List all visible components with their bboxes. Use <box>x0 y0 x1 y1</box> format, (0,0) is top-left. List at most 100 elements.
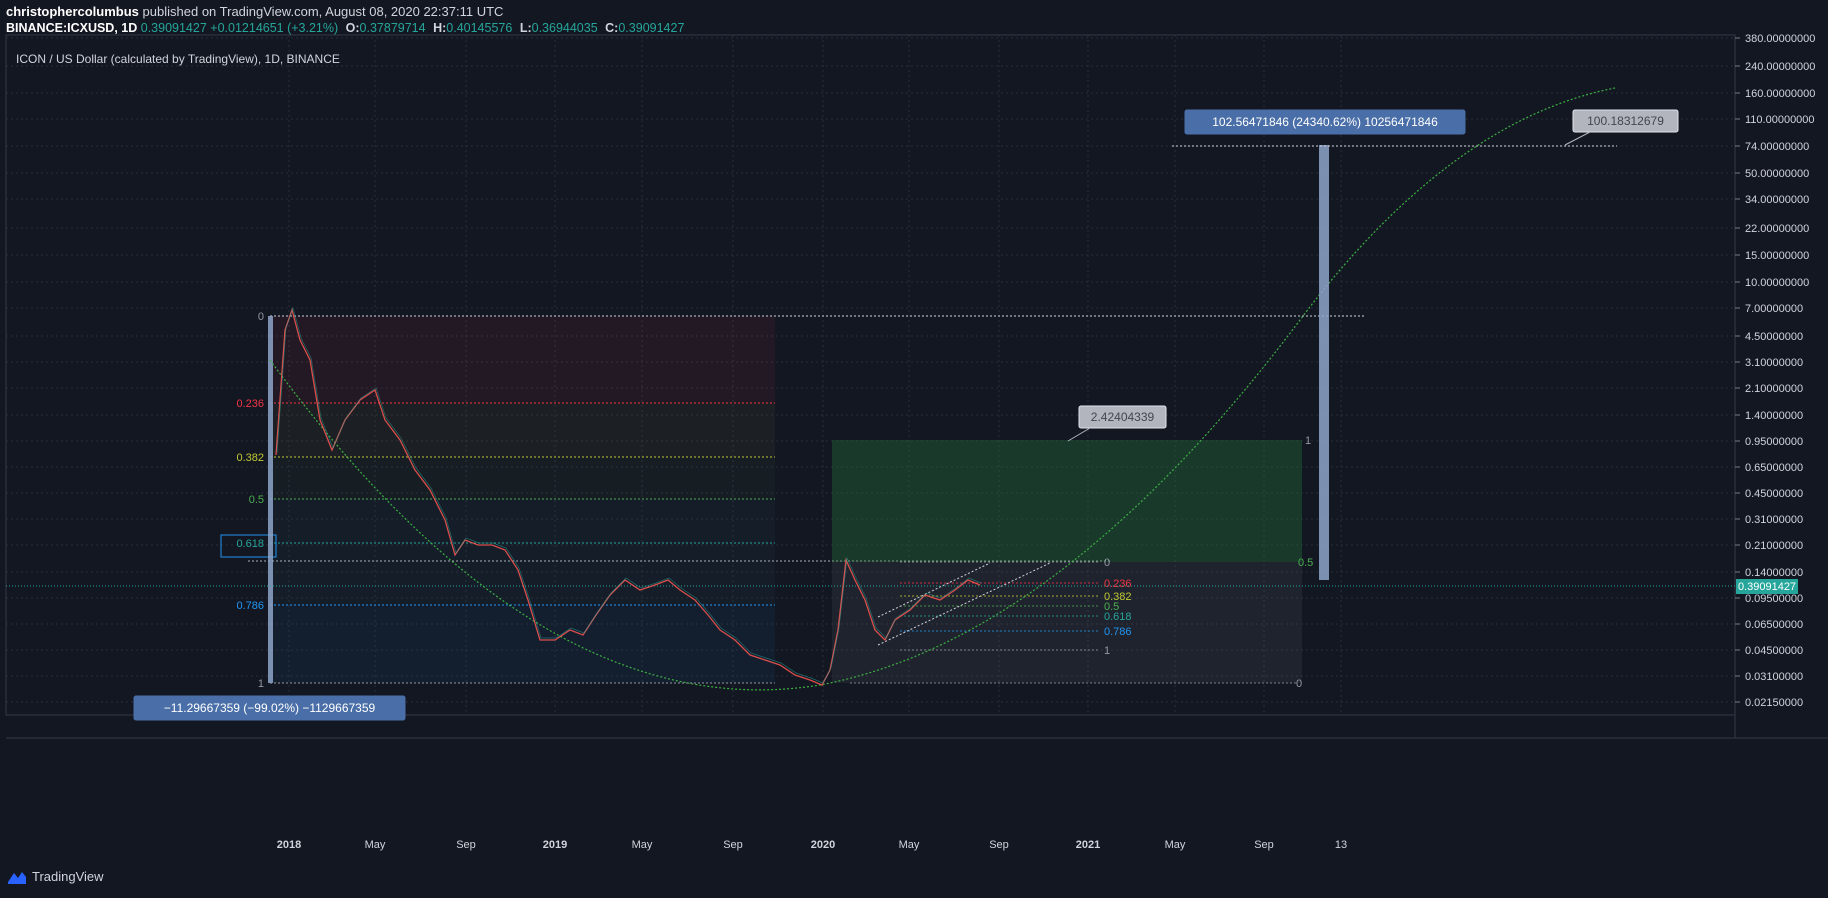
price-tick-label: 34.00000000 <box>1745 194 1809 206</box>
time-tick-label: Sep <box>989 839 1009 851</box>
time-tick-label: 2021 <box>1076 839 1100 851</box>
time-tick-label: 2019 <box>543 839 567 851</box>
time-tick-label: 2020 <box>811 839 835 851</box>
price-tick-label: 7.00000000 <box>1745 303 1803 315</box>
time-tick-label: May <box>1165 839 1186 851</box>
measure-bar-left <box>268 316 273 683</box>
change-value: +0.01214651 (+3.21%) <box>210 21 339 35</box>
channel-upper <box>877 562 991 618</box>
fib-right-label: 1 <box>1104 645 1110 657</box>
price-tick-label: 50.00000000 <box>1745 168 1809 180</box>
fib-zone-236 <box>270 316 775 403</box>
price-tick-label: 3.10000000 <box>1745 357 1803 369</box>
time-tick-label: Sep <box>1254 839 1274 851</box>
price-tick-label: 0.04500000 <box>1745 645 1803 657</box>
fib-left-label: 0.786 <box>236 600 264 612</box>
price-tick-label: 0.03100000 <box>1745 671 1803 683</box>
price-series-line-overlay <box>276 306 982 684</box>
last-price: 0.39091427 <box>140 21 207 35</box>
fib-right-label: 0.786 <box>1104 626 1132 638</box>
price-tick-label: 0.95000000 <box>1745 436 1803 448</box>
close-value: 0.39091427 <box>618 21 685 35</box>
time-tick-label: Sep <box>456 839 476 851</box>
price-series-line <box>275 307 981 686</box>
price-tick-label: 0.31000000 <box>1745 514 1803 526</box>
measure-down-callout-text: −11.29667359 (−99.02%) −1129667359 <box>164 701 376 715</box>
fib-zone-786 <box>270 605 775 683</box>
price-tick-label: 240.00000000 <box>1745 61 1815 73</box>
target-box-bottom-label: 0 <box>1296 678 1302 690</box>
fib-618-highlight-box <box>220 534 277 558</box>
parabolic-curve <box>269 87 1616 691</box>
time-tick-label: May <box>899 839 920 851</box>
time-tick-label: Sep <box>723 839 743 851</box>
fib-left-label: 0.382 <box>236 452 264 464</box>
fib-right-label: 0.236 <box>1104 578 1132 590</box>
target-zone-upper <box>832 440 1302 562</box>
target-zone-lower <box>832 562 1302 683</box>
fib-right-label: 0.382 <box>1104 591 1132 603</box>
fib-zone-382 <box>270 403 775 457</box>
fib-left-label: 0.236 <box>236 398 264 410</box>
close-label: C: <box>605 21 619 35</box>
measure-up-callout-box <box>1184 109 1466 135</box>
publish-info: christophercolumbus published on Trading… <box>6 4 503 19</box>
price-tick-label: 380.00000000 <box>1745 33 1815 45</box>
fib-left-label: 0.5 <box>249 494 264 506</box>
price-note-1-box <box>1078 405 1167 429</box>
price-tick-label: 110.00000000 <box>1745 114 1815 126</box>
measure-down-callout-box <box>133 695 406 721</box>
price-tick-label: 10.00000000 <box>1745 277 1809 289</box>
fib-right-label: 0.5 <box>1104 601 1119 613</box>
fib-right-label: 0.618 <box>1104 611 1132 623</box>
tradingview-logo[interactable]: TradingView <box>8 869 104 884</box>
price-tick-label: 2.10000000 <box>1745 383 1803 395</box>
price-tick-label: 74.00000000 <box>1745 141 1809 153</box>
price-tick-label: 0.21000000 <box>1745 540 1803 552</box>
fib-zone-5 <box>270 457 775 499</box>
chart-title: ICON / US Dollar (calculated by TradingV… <box>16 52 340 66</box>
tradingview-logo-icon <box>8 871 26 884</box>
measure-bar-right <box>1319 145 1329 580</box>
price-tick-label: 160.00000000 <box>1745 88 1815 100</box>
fib-left-label: 0.618 <box>236 538 264 550</box>
price-note-2-text: 100.18312679 <box>1587 114 1664 128</box>
price-tick-label: 0.02150000 <box>1745 697 1803 709</box>
measure-up-callout-text: 102.56471846 (24340.62%) 10256471846 <box>1212 115 1438 129</box>
time-tick-label: May <box>632 839 653 851</box>
published-text: published on TradingView.com, August 08,… <box>142 4 504 19</box>
high-value: 0.40145576 <box>446 21 513 35</box>
fib-left-label: 1 <box>258 678 264 690</box>
price-tick-label: 0.65000000 <box>1745 462 1803 474</box>
brand-label: TradingView <box>32 869 104 884</box>
low-label: L: <box>519 21 532 35</box>
low-value: 0.36944035 <box>531 21 598 35</box>
price-tick-label: 0.09500000 <box>1745 593 1803 605</box>
price-tick-label: 0.45000000 <box>1745 488 1803 500</box>
current-price-tag <box>1736 579 1798 594</box>
target-box-top-label: 1 <box>1305 435 1311 447</box>
high-label: H: <box>433 21 447 35</box>
time-tick-label: May <box>365 839 386 851</box>
price-note-2-box <box>1572 109 1679 133</box>
author-name[interactable]: christophercolumbus <box>6 4 139 19</box>
symbol-name[interactable]: BINANCE:ICXUSD, 1D <box>6 21 138 35</box>
fib-right-label: 0 <box>1104 557 1110 569</box>
current-price-tag-label: 0.39091427 <box>1738 581 1796 593</box>
price-tick-label: 4.50000000 <box>1745 331 1803 343</box>
open-value: 0.37879714 <box>359 21 426 35</box>
fib-left-label: 0 <box>258 311 264 323</box>
price-note-2-pointer <box>1564 131 1591 146</box>
time-tick-label: 13 <box>1335 839 1347 851</box>
target-box-mid-label: 0.5 <box>1298 557 1313 569</box>
price-tick-label: 1.40000000 <box>1745 410 1803 422</box>
price-note-1-text: 2.42404339 <box>1091 410 1155 424</box>
price-tick-label: 22.00000000 <box>1745 223 1809 235</box>
symbol-info: BINANCE:ICXUSD, 1D 0.39091427 +0.0121465… <box>6 21 684 35</box>
time-tick-label: 2018 <box>277 839 301 851</box>
price-tick-label: 15.00000000 <box>1745 250 1809 262</box>
open-label: O: <box>345 21 360 35</box>
price-tick-label: 0.14000000 <box>1745 567 1803 579</box>
price-note-1-pointer <box>1067 427 1091 442</box>
